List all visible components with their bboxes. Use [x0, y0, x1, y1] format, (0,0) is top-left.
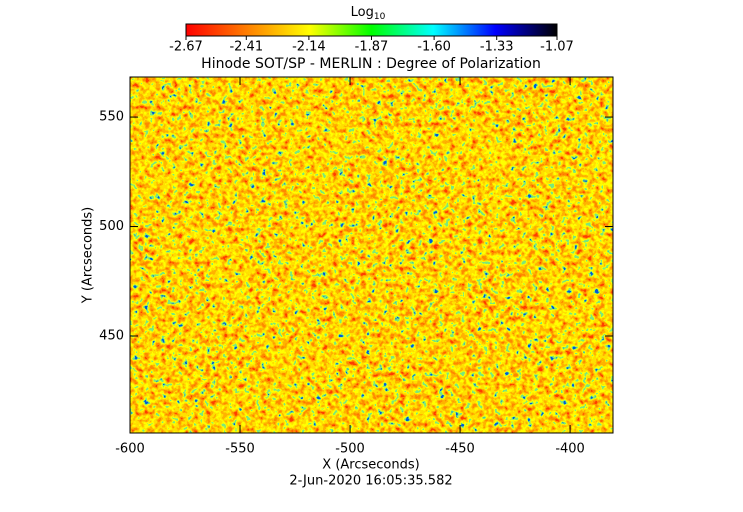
y-tick-label: 550 [99, 110, 124, 125]
colorbar-label: Log10 [351, 5, 386, 22]
colorbar-label-base: Log [351, 5, 374, 20]
colorbar-tick-label: -2.67 [169, 40, 203, 55]
colorbar-label-sub: 10 [374, 12, 386, 22]
x-tick-label: -450 [445, 442, 475, 457]
polarization-map [130, 77, 613, 433]
chart-title: Hinode SOT/SP - MERLIN : Degree of Polar… [201, 56, 541, 72]
colorbar-tick-label: -1.07 [540, 40, 574, 55]
plot-frame [129, 76, 614, 434]
y-axis-label: Y (Arcseconds) [81, 207, 96, 304]
subtitle: 2-Jun-2020 16:05:35.582 [289, 474, 452, 489]
colorbar-tick-label: -2.14 [292, 40, 326, 55]
x-axis-label: X (Arcseconds) [322, 458, 419, 473]
x-tick-label: -500 [335, 442, 365, 457]
colorbar-tick-label: -1.33 [480, 40, 514, 55]
colorbar-tick-label: -2.41 [229, 40, 263, 55]
x-tick-label: -600 [115, 442, 145, 457]
x-tick-label: -550 [225, 442, 255, 457]
y-tick-label: 450 [99, 329, 124, 344]
y-tick-label: 500 [99, 219, 124, 234]
colorbar [185, 23, 558, 37]
x-tick-label: -400 [555, 442, 585, 457]
colorbar-tick-label: -1.87 [355, 40, 389, 55]
colorbar-tick-label: -1.60 [417, 40, 451, 55]
